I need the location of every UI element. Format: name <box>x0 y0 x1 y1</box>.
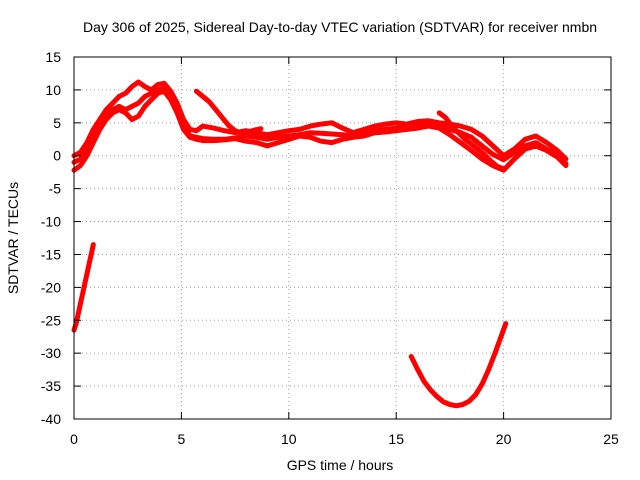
series-line-trace-f <box>71 242 96 333</box>
x-axis-label: GPS time / hours <box>287 457 394 473</box>
x-tick-label: 20 <box>496 431 512 447</box>
series-line-trace-e <box>436 110 507 172</box>
y-tick-label: -20 <box>41 279 61 295</box>
x-tick-label: 5 <box>178 431 186 447</box>
y-tick-label: -30 <box>41 345 61 361</box>
y-tick-label: 5 <box>53 115 61 131</box>
x-tick-labels: 0 5 10 15 20 25 <box>70 431 619 447</box>
series-line-trace-a <box>71 86 569 167</box>
x-tick-label: 25 <box>603 431 619 447</box>
axis-ticks <box>73 56 612 420</box>
x-tick-label: 15 <box>388 431 404 447</box>
y-tick-labels: -40 -35 -30 -25 -20 -15 -10 -5 0 5 10 15 <box>41 49 61 427</box>
y-tick-label: -25 <box>41 312 61 328</box>
x-tick-label: 0 <box>70 431 78 447</box>
plot-frame <box>73 56 612 420</box>
data-series-group <box>71 79 569 409</box>
y-tick-label: -40 <box>41 411 61 427</box>
chart-title: Day 306 of 2025, Sidereal Day-to-day VTE… <box>83 19 597 35</box>
series-line-trace-b <box>71 88 569 173</box>
y-tick-label: -15 <box>41 246 61 262</box>
y-tick-label: 0 <box>53 148 61 164</box>
series-line-trace-d <box>193 88 264 136</box>
series-line-trace-g <box>408 321 509 409</box>
y-tick-label: -35 <box>41 378 61 394</box>
x-tick-label: 10 <box>281 431 297 447</box>
y-tick-label: -10 <box>41 214 61 230</box>
y-axis-label: SDTVAR / TECUs <box>5 182 21 294</box>
y-tick-label: 10 <box>45 82 61 98</box>
gridlines <box>74 57 611 419</box>
y-tick-label: -5 <box>49 181 62 197</box>
series-line-trace-c <box>71 79 569 162</box>
y-tick-label: 15 <box>45 49 61 65</box>
